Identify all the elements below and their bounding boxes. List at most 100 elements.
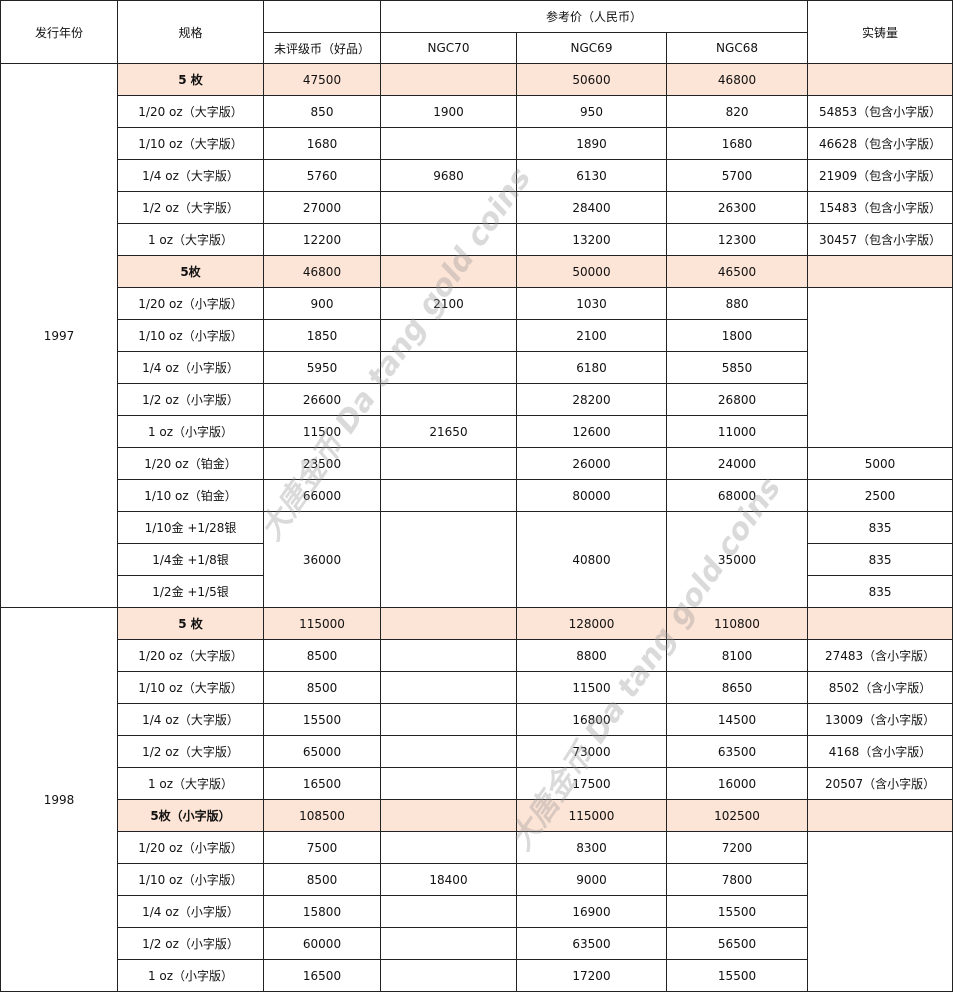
ngc68-cell: 8650 [665,671,809,704]
table-row: 1/4 oz（大字版） 5760 9680 6130 5700 21909（包含小字版） [1,159,954,192]
ngc68-cell: 24000 [665,447,809,480]
ngc69-cell: 9000 [516,863,667,896]
spec-cell: 1/20 oz（铂金） [117,447,264,480]
mintage-cell [807,255,954,288]
ungraded-cell: 115000 [263,607,381,640]
spec-cell: 1/20 oz（大字版） [117,639,264,672]
mintage-cell: 30457（包含小字版） [807,223,954,256]
ungraded-cell: 46800 [263,255,381,288]
ungraded-cell: 36000 [263,511,381,608]
set-row: 5枚（小字版） 108500 115000 102500 [1,799,954,832]
ungraded-cell: 1850 [263,319,381,352]
ungraded-cell: 15800 [263,895,381,928]
table-row: 1/4 oz（小字版） 5950 6180 5850 [1,351,953,384]
ungraded-cell: 60000 [263,927,381,960]
ngc69-cell: 28200 [516,383,667,416]
ngc68-cell: 12300 [665,223,809,256]
ngc70-cell [380,511,517,608]
spec-cell: 1/10 oz（小字版） [117,863,264,896]
ungraded-cell: 850 [263,95,381,128]
ngc70-cell: 18400 [380,863,517,896]
spec-cell: 1/2 oz（小字版） [117,927,264,960]
ngc69-cell: 2100 [516,319,667,352]
ungraded-cell: 16500 [263,767,381,800]
ngc68-cell: 7800 [665,863,809,896]
table-row: 1 oz（小字版） 11500 21650 12600 11000 [1,415,953,448]
mintage-cell [807,799,954,832]
ngc68-cell: 15500 [665,895,809,928]
ngc70-cell [380,351,517,384]
ngc68-cell: 35000 [665,511,809,608]
spec-cell: 1 oz（小字版） [117,959,264,992]
ungraded-cell: 27000 [263,191,381,224]
ngc69-cell: 8800 [516,639,667,672]
mintage-cell: 20507（含小字版） [807,767,954,800]
ngc70-cell [380,799,517,832]
spec-cell: 5 枚 [117,63,264,96]
ngc69-cell: 115000 [516,799,667,832]
ngc68-cell: 110800 [665,607,809,640]
header-year: 发行年份 [0,0,118,64]
header-blank [263,0,381,33]
ngc70-cell [380,831,517,864]
ungraded-cell: 108500 [263,799,381,832]
table-row: 1/4 oz（大字版） 15500 16800 14500 13009（含小字版） [1,703,954,736]
ngc70-cell: 21650 [380,415,517,448]
table-row: 1/10 oz（大字版） 8500 11500 8650 8502（含小字版） [1,671,954,704]
ngc68-cell: 15500 [665,959,809,992]
ngc70-cell [380,927,517,960]
ungraded-cell: 8500 [263,639,381,672]
spec-cell: 1/10金 +1/28银 [117,511,264,544]
ungraded-cell: 65000 [263,735,381,768]
ngc69-cell: 1890 [516,127,667,160]
spec-cell: 1 oz（大字版） [117,223,264,256]
table-row: 1/2 oz（大字版） 65000 73000 63500 4168（含小字版） [1,735,954,768]
ngc68-cell: 880 [665,287,809,320]
mintage-cell [807,63,954,96]
ngc69-cell: 16800 [516,703,667,736]
mintage-cell: 835 [807,543,954,576]
spec-cell: 1/10 oz（铂金） [117,479,264,512]
table-row: 1/10 oz（大字版） 1680 1890 1680 46628（包含小字版） [1,127,954,160]
table-row: 1/2 oz（大字版） 27000 28400 26300 15483（包含小字版） [1,191,954,224]
mintage-cell: 835 [807,575,954,608]
ngc68-cell: 56500 [665,927,809,960]
ngc69-cell: 13200 [516,223,667,256]
ngc70-cell: 1900 [380,95,517,128]
ngc69-cell: 63500 [516,927,667,960]
spec-cell: 1/10 oz（大字版） [117,127,264,160]
ngc70-cell [380,223,517,256]
ngc69-cell: 73000 [516,735,667,768]
ungraded-cell: 47500 [263,63,381,96]
table-row: 1/20 oz（大字版） 850 1900 950 820 54853（包含小字版） [1,95,954,128]
ngc70-cell: 9680 [380,159,517,192]
spec-cell: 1/2 oz（小字版） [117,383,264,416]
table-row: 1/10 oz（小字版） 8500 18400 9000 7800 [1,863,953,896]
spec-cell: 1/2 oz（大字版） [117,191,264,224]
ngc68-cell: 1680 [665,127,809,160]
ngc68-cell: 46500 [665,255,809,288]
ngc69-cell: 80000 [516,479,667,512]
ngc70-cell [380,735,517,768]
ngc70-cell [380,447,517,480]
ngc70-cell [380,479,517,512]
mintage-cell [807,831,954,992]
mintage-cell: 5000 [807,447,954,480]
table-row: 1/10金 +1/28银 36000 40800 35000 835 [1,511,954,608]
ngc69-cell: 12600 [516,415,667,448]
table-row: 1/4金 +1/8银 835 [1,543,954,576]
ngc68-cell: 5850 [665,351,809,384]
ngc68-cell: 1800 [665,319,809,352]
ngc69-cell: 950 [516,95,667,128]
ngc69-cell: 11500 [516,671,667,704]
spec-cell: 1 oz（小字版） [117,415,264,448]
ngc69-cell: 17500 [516,767,667,800]
ungraded-cell: 8500 [263,863,381,896]
table-row: 1/20 oz（大字版） 8500 8800 8100 27483（含小字版） [1,639,954,672]
ngc69-cell: 6130 [516,159,667,192]
header-spec: 规格 [117,0,264,64]
spec-cell: 1/4 oz（大字版） [117,159,264,192]
ngc68-cell: 11000 [665,415,809,448]
spec-cell: 1/4 oz（小字版） [117,895,264,928]
